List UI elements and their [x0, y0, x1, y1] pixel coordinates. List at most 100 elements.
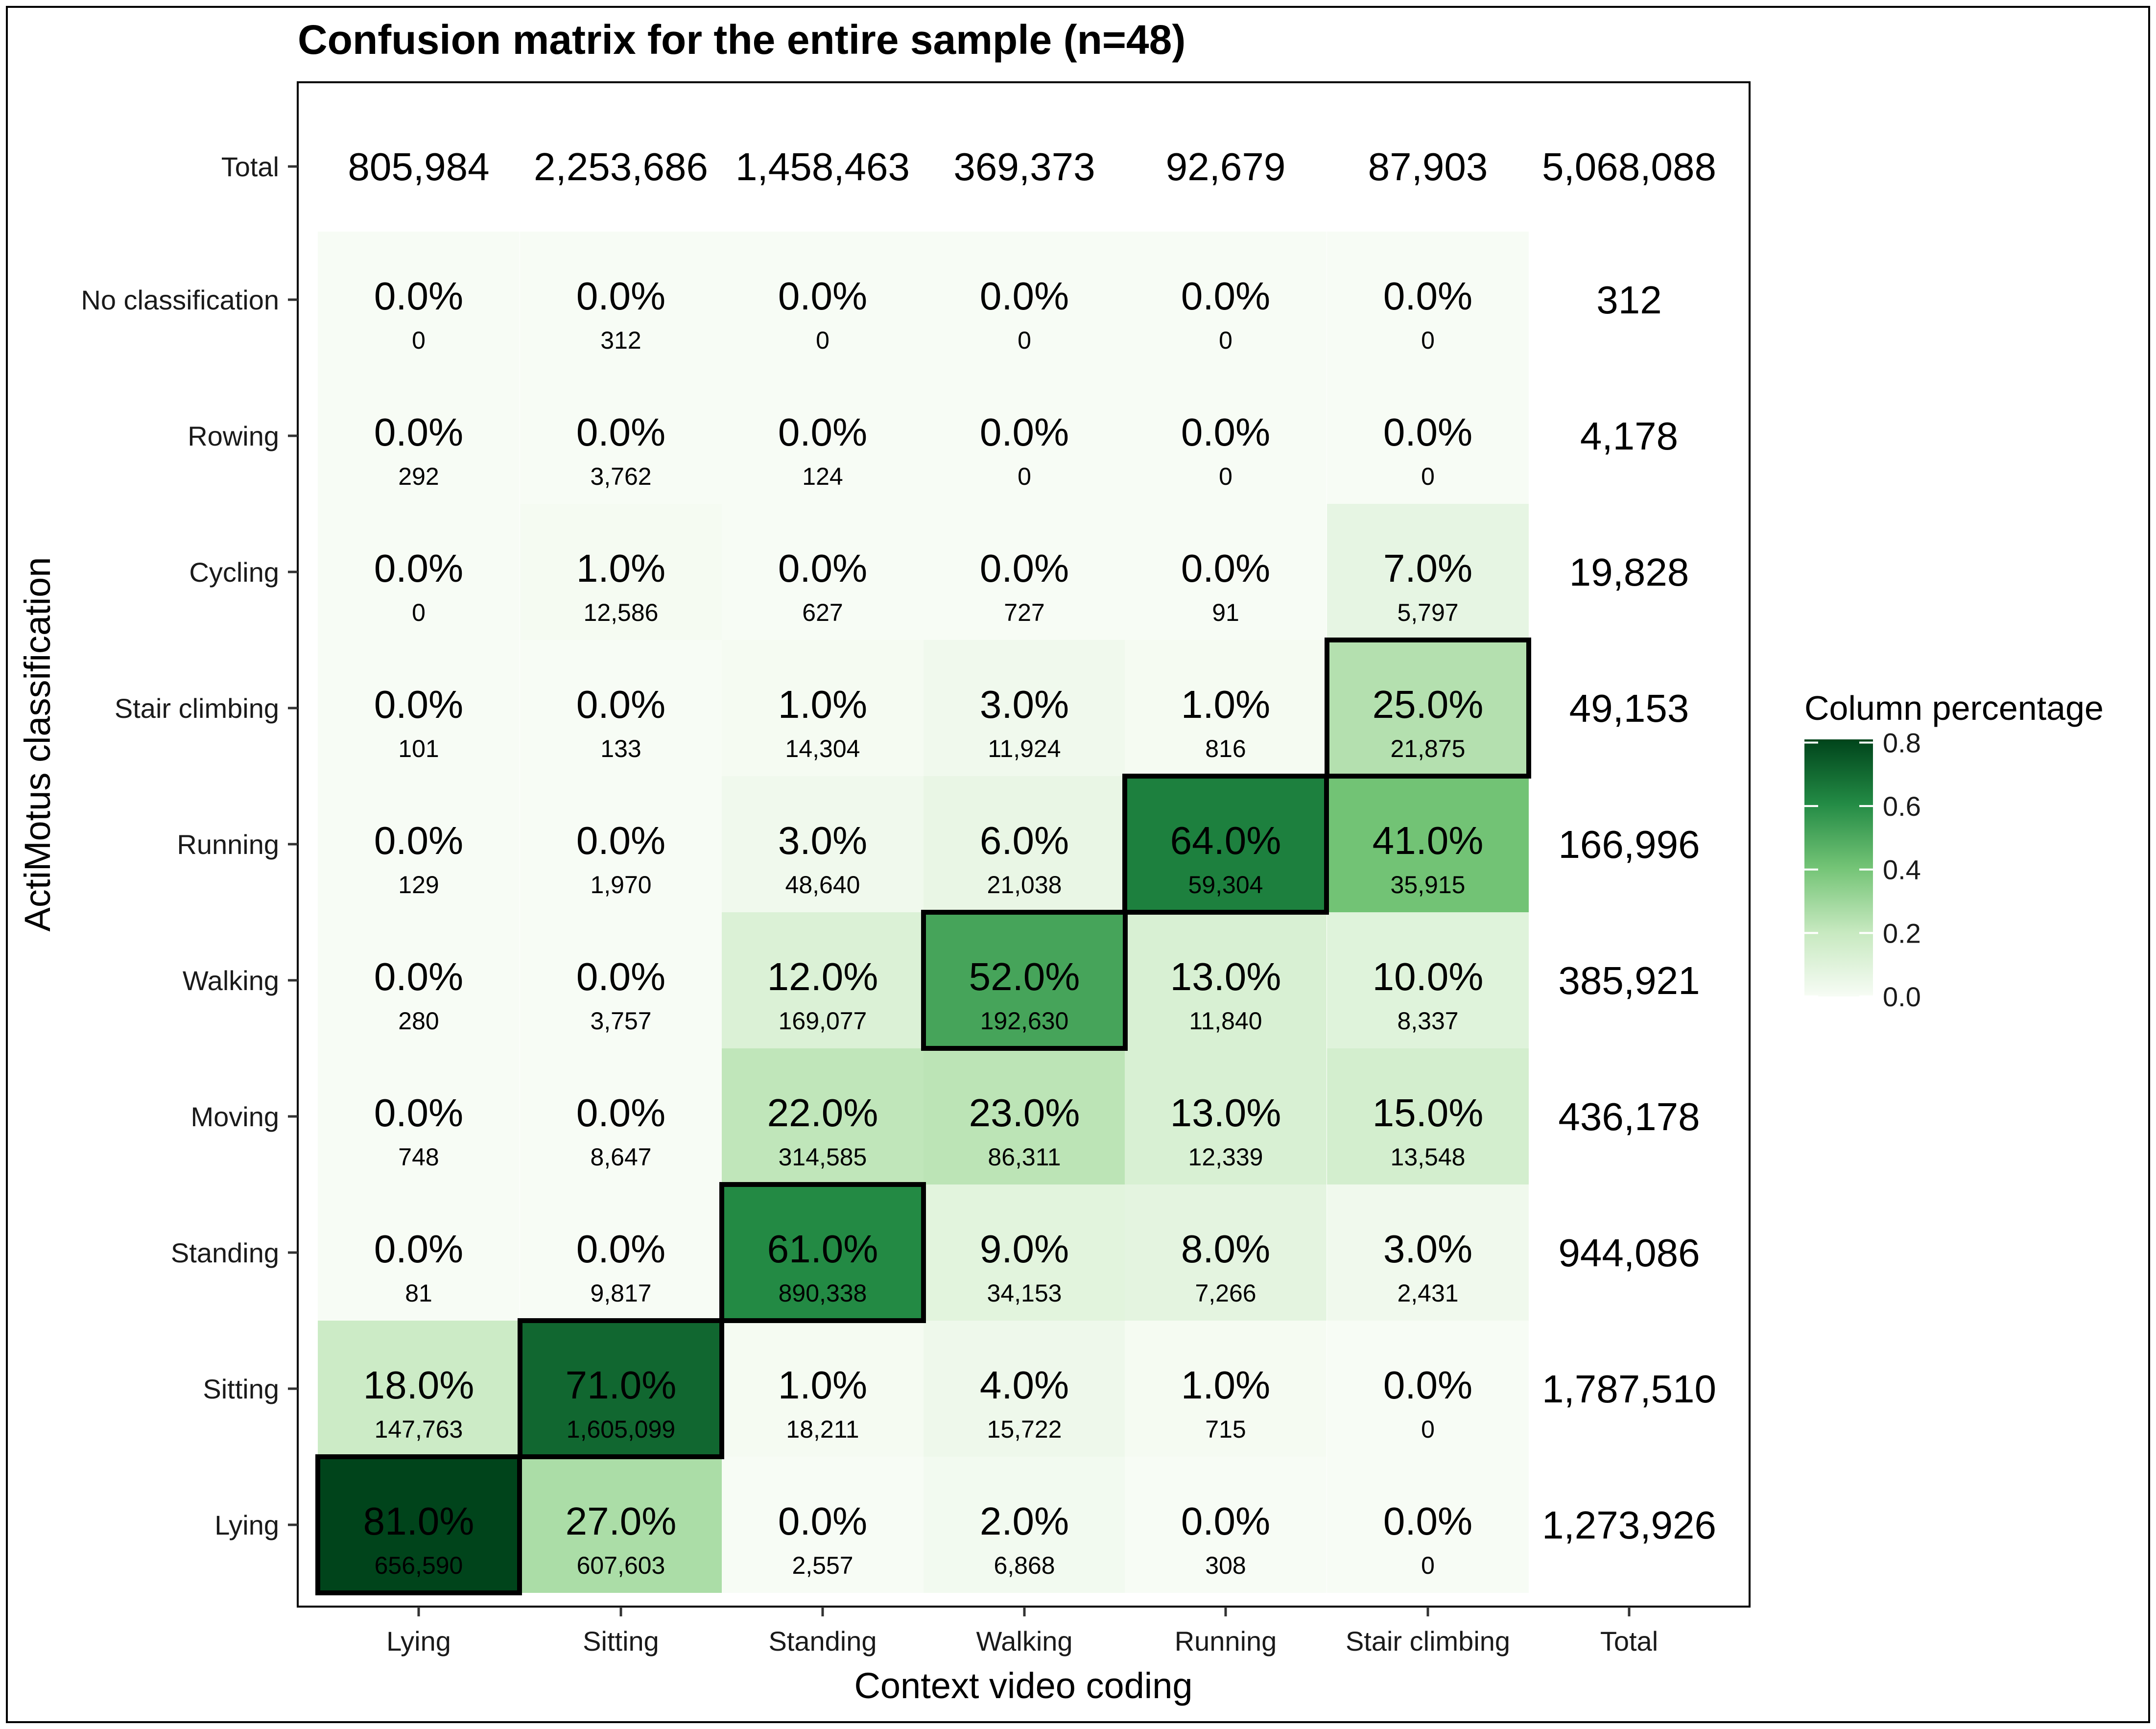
y-tick-label: Cycling: [189, 557, 279, 588]
legend-tick-label: 0.4: [1883, 854, 1921, 885]
heatmap-cell: [722, 1184, 924, 1321]
heatmap-cell: [318, 912, 520, 1048]
cell-percent-label: 41.0%: [1373, 819, 1484, 862]
heatmap-cell: [1327, 912, 1529, 1048]
heatmap-cell: [520, 232, 722, 368]
cell-count-label: 11,924: [988, 735, 1061, 762]
cell-percent-label: 3.0%: [778, 819, 867, 862]
cell-count-label: 1,605,099: [567, 1416, 675, 1443]
cell-count-label: 0: [412, 599, 426, 626]
heatmap-cell: [318, 1048, 520, 1184]
cell-count-label: 12,586: [584, 599, 659, 626]
cell-percent-label: 0.0%: [374, 1227, 463, 1271]
row-total: 312: [1596, 278, 1661, 322]
x-tick-label: Sitting: [583, 1626, 659, 1657]
heatmap-cell: [924, 912, 1125, 1048]
y-tick-label: Stair climbing: [115, 693, 279, 724]
cell-percent-label: 15.0%: [1373, 1091, 1484, 1135]
cell-percent-label: 0.0%: [980, 546, 1069, 590]
row-total: 944,086: [1558, 1231, 1700, 1275]
cell-percent-label: 0.0%: [576, 410, 665, 454]
cell-count-label: 133: [600, 735, 641, 762]
heatmap-cell: [1327, 504, 1529, 640]
cell-count-label: 7,266: [1195, 1279, 1256, 1307]
cell-count-label: 21,038: [987, 871, 1062, 899]
cell-percent-label: 1.0%: [1181, 683, 1270, 726]
cell-count-label: 656,590: [375, 1552, 463, 1579]
cell-count-label: 101: [398, 735, 439, 762]
cell-count-label: 3,757: [590, 1007, 651, 1035]
cell-count-label: 192,630: [980, 1007, 1069, 1035]
legend: Column percentage 0.0 0.2 0.4 0.6 0.8: [1804, 689, 2104, 1012]
cell-percent-label: 1.0%: [576, 546, 665, 590]
cell-percent-label: 52.0%: [969, 955, 1080, 998]
cell-count-label: 34,153: [987, 1279, 1062, 1307]
cell-count-label: 0: [1421, 1552, 1435, 1579]
heatmap-cell: [722, 912, 924, 1048]
y-tick-label: Walking: [183, 965, 279, 996]
cell-count-label: 0: [1219, 327, 1232, 354]
cell-count-label: 280: [398, 1007, 439, 1035]
cell-percent-label: 0.0%: [374, 1091, 463, 1135]
cell-count-label: 0: [1018, 327, 1031, 354]
row-total: 385,921: [1558, 959, 1700, 1002]
x-tick-label: Stair climbing: [1346, 1626, 1510, 1657]
heatmap-cell: [318, 1457, 520, 1593]
heatmap-cell: [1327, 368, 1529, 504]
cell-count-label: 147,763: [375, 1416, 463, 1443]
cell-percent-label: 0.0%: [778, 546, 867, 590]
cell-percent-label: 0.0%: [374, 683, 463, 726]
heatmap-cell: [1125, 232, 1327, 368]
cell-percent-label: 6.0%: [980, 819, 1069, 862]
x-tick-label: Walking: [976, 1626, 1072, 1657]
heatmap-cell: [318, 368, 520, 504]
heatmap-cell: [1125, 640, 1327, 776]
y-tick-label: Running: [177, 829, 279, 860]
cell-count-label: 48,640: [785, 871, 860, 899]
chart-title: Confusion matrix for the entire sample (…: [298, 17, 1185, 63]
legend-tick-label: 0.0: [1883, 981, 1921, 1012]
cell-percent-label: 0.0%: [374, 410, 463, 454]
row-total: 4,178: [1580, 414, 1678, 458]
cell-count-label: 18,211: [786, 1416, 859, 1443]
cell-percent-label: 1.0%: [1181, 1363, 1270, 1407]
heatmap-cell: [520, 368, 722, 504]
y-tick-label: Moving: [190, 1101, 279, 1132]
heatmap-cell: [520, 504, 722, 640]
cell-count-label: 12,339: [1188, 1143, 1263, 1171]
cell-count-label: 5,797: [1397, 599, 1458, 626]
cell-count-label: 312: [600, 327, 641, 354]
highlight-box: [1325, 638, 1531, 779]
heatmap-cell: [924, 368, 1125, 504]
cell-count-label: 15,722: [987, 1416, 1062, 1443]
row-total: 166,996: [1558, 823, 1700, 866]
cell-percent-label: 0.0%: [576, 274, 665, 318]
cell-percent-label: 25.0%: [1373, 683, 1484, 726]
heatmap-cell: [1327, 1048, 1529, 1184]
cell-percent-label: 2.0%: [980, 1499, 1069, 1543]
y-tick-label: No classification: [81, 284, 279, 315]
heatmap-cell: [520, 1048, 722, 1184]
heatmap-cells: [318, 232, 1529, 1593]
cell-count-label: 727: [1004, 599, 1044, 626]
highlight-box: [921, 910, 1128, 1051]
cell-percent-label: 0.0%: [576, 955, 665, 998]
highlight-box: [719, 1182, 926, 1323]
cell-count-label: 0: [1421, 327, 1435, 354]
heatmap-cell: [722, 232, 924, 368]
heatmap-cell: [722, 1048, 924, 1184]
legend-tick-label: 0.6: [1883, 791, 1921, 822]
cell-percent-label: 27.0%: [566, 1499, 677, 1543]
heatmap-cell: [722, 640, 924, 776]
cell-count-label: 3,762: [590, 463, 651, 490]
cell-count-label: 91: [1212, 599, 1239, 626]
y-axis-title: ActiMotus classification: [17, 557, 58, 932]
heatmap-cell: [924, 1321, 1125, 1457]
heatmap-cell: [924, 776, 1125, 912]
cell-percent-label: 0.0%: [1383, 274, 1472, 318]
heatmap-cell: [1125, 1048, 1327, 1184]
cell-count-label: 0: [1219, 463, 1232, 490]
cell-percent-label: 1.0%: [778, 683, 867, 726]
heatmap-cell: [1327, 640, 1529, 776]
